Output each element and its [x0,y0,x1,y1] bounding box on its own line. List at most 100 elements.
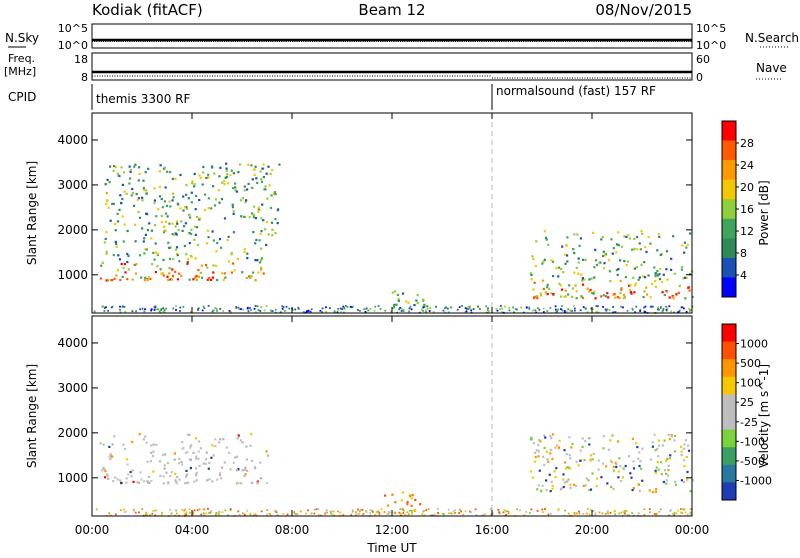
velocity-scatter-cell [268,512,271,515]
power-scatter-cell [260,257,264,260]
power-scatter-cell [543,230,546,233]
velocity-scatter-cell [239,439,242,442]
power-scatter-cell [637,278,640,281]
velocity-scatter-cell [523,514,526,516]
velocity-scatter-cell [210,456,213,459]
velocity-scatter-cell [537,444,540,447]
velocity-scatter-cell [551,484,554,487]
power-scatter-cell [649,296,652,299]
power-scatter-cell [218,175,221,178]
velocity-scatter-cell [409,509,411,512]
velocity-scatter-cell [205,458,208,461]
velocity-scatter-cell [681,508,683,510]
velocity-scatter-cell [266,509,269,511]
velocity-scatter-cell [529,470,532,473]
velocity-scatter-cell [632,460,635,463]
power-scatter-cell [232,262,235,265]
power-scatter-cell [622,293,626,296]
velocity-scatter-cell [133,508,135,511]
power-scatter-cell [223,217,227,220]
power-scatter-cell [608,309,611,311]
velocity-scatter-cell [305,512,307,515]
power-scatter-cell [212,264,215,267]
velocity-colorbar-swatch-2 [722,359,736,378]
power-scatter-cell [603,254,606,257]
velocity-scatter-cell [203,508,206,511]
velocity-scatter-cell [615,463,618,466]
power-scatter-cell [397,298,400,301]
power-scatter-cell [604,253,607,256]
velocity-scatter-cell [197,457,200,460]
power-scatter-cell [654,273,657,276]
nave-tick-bottom: 0 [696,71,703,84]
velocity-scatter-cell [649,511,651,514]
velocity-scatter-cell [582,513,585,515]
power-scatter-cell [281,307,284,310]
velocity-scatter-cell [307,509,309,512]
power-scatter-cell [593,290,596,293]
power-scatter-cell [607,259,611,262]
velocity-colorbar-swatch-7 [722,447,736,466]
velocity-scatter-cell [552,433,555,436]
velocity-scatter-cell [126,463,129,466]
power-scatter-cell [531,255,534,258]
velocity-scatter-cell [186,481,190,484]
power-scatter-cell [566,236,569,239]
power-scatter-cell [488,310,490,313]
power-scatter-cell [158,195,162,198]
velocity-scatter-cell [256,482,259,485]
power-scatter-cell [349,306,352,308]
velocity-scatter-cell [163,464,166,467]
power-scatter-cell [257,271,260,274]
velocity-scatter-cell [589,488,593,491]
velocity-scatter-cell [229,468,232,471]
power-ytick-label-0: 1000 [57,268,88,282]
velocity-scatter-cell [145,511,148,514]
velocity-scatter-cell [391,493,394,496]
velocity-scatter-cell [186,433,190,436]
power-scatter-cell [329,307,331,310]
power-scatter-cell [410,308,413,311]
power-scatter-cell [105,252,108,255]
velocity-scatter-cell [670,435,673,438]
power-scatter-cell [162,310,165,313]
power-scatter-cell [575,297,578,300]
velocity-scatter-cell [614,513,617,516]
velocity-scatter-cell [293,512,296,515]
power-scatter-cell [234,182,237,185]
power-scatter-cell [165,307,168,310]
velocity-scatter-cell [558,439,561,442]
velocity-scatter-cell [680,454,683,457]
power-scatter-cell [194,233,197,236]
power-scatter-cell [271,169,274,172]
power-scatter-cell [597,311,600,314]
velocity-scatter-cell [680,508,682,510]
power-scatter-cell [223,183,226,186]
power-scatter-cell [550,259,553,262]
power-scatter-cell [581,277,584,280]
velocity-scatter-cell [674,483,677,486]
velocity-scatter-cell [394,511,397,514]
velocity-scatter-cell [667,474,670,477]
velocity-scatter-cell [387,504,390,507]
velocity-scatter-cell [185,469,188,472]
velocity-scatter-cell [575,460,578,463]
velocity-scatter-cell [623,511,625,513]
power-scatter-cell [379,308,382,310]
power-scatter-cell [138,172,141,176]
power-scatter-cell [364,310,367,313]
velocity-scatter-cell [409,494,412,497]
velocity-scatter-cell [686,478,689,481]
power-scatter-cell [529,272,532,275]
power-scatter-cell [281,305,284,307]
power-scatter-cell [555,309,558,312]
velocity-scatter-cell [120,482,123,485]
velocity-scatter-cell [556,444,559,447]
power-scatter-cell [179,173,182,177]
power-scatter-cell [656,270,659,273]
velocity-scatter-cell [568,454,571,457]
power-scatter-cell [174,232,177,235]
velocity-scatter-cell [617,476,620,479]
velocity-scatter-cell [534,456,537,459]
velocity-scatter-cell [680,479,683,482]
